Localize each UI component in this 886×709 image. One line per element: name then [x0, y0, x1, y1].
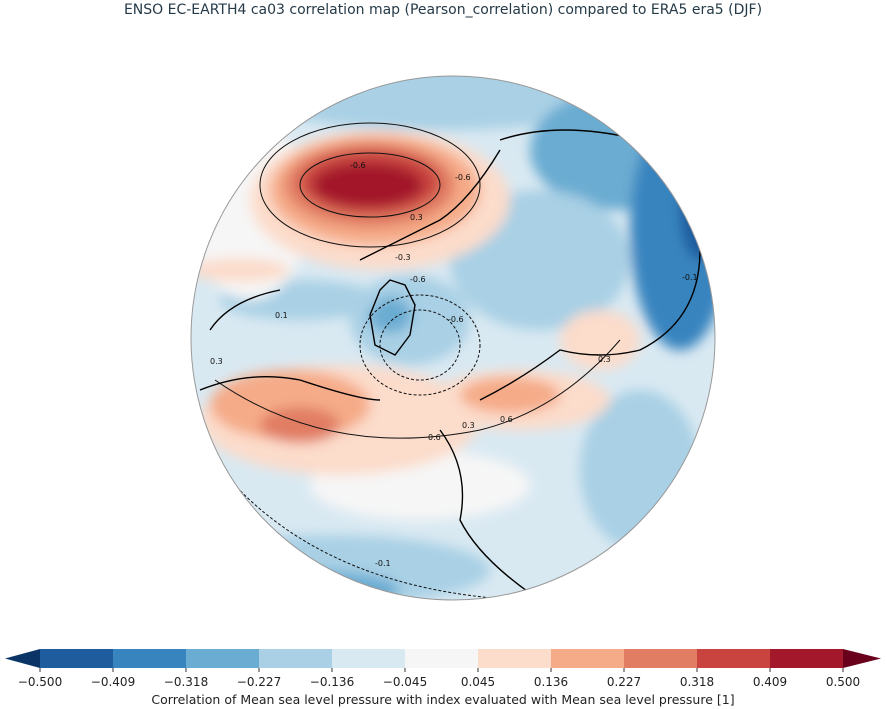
plot-title: ENSO EC-EARTH4 ca03 correlation map (Pea… — [123, 2, 763, 18]
colorbar-tick-label: 0.136 — [533, 675, 569, 689]
contour-label: -0.3 — [395, 253, 411, 262]
colorbar-segment — [697, 649, 771, 668]
colorbar-segment — [113, 649, 187, 668]
contour-label: -0.1 — [375, 559, 391, 568]
colorbar-tick-label: 0.318 — [679, 675, 715, 689]
contour-label: 0.6 — [500, 415, 513, 424]
contour-label-group: -0.6 -0.6 0.3 -0.3 -0.6 -0.6 0.3 0.6 0.3… — [210, 161, 698, 568]
colorbar-tick-label: 0.409 — [752, 675, 788, 689]
colorbar-label: Correlation of Mean sea level pressure w… — [151, 692, 735, 707]
colorbar-segment — [332, 649, 406, 668]
colorbar-tick-label: 0.227 — [606, 675, 642, 689]
contour-label: -0.6 — [448, 315, 464, 324]
correlation-field — [191, 76, 715, 600]
contour-label: -0.6 — [410, 275, 426, 284]
contour-lines — [214, 122, 621, 600]
colorbar-segment — [186, 649, 260, 668]
contour-label: 0.3 — [410, 213, 423, 222]
map-boundary — [190, 75, 716, 601]
colorbar-tick-label: −0.227 — [236, 675, 282, 689]
coastlines — [199, 129, 701, 600]
contour-label: 0.6 — [428, 433, 441, 442]
colorbar-segment — [551, 649, 625, 668]
colorbar-tick-label: −0.318 — [163, 675, 209, 689]
contour-label: -0.1 — [682, 273, 698, 282]
colorbar-tick-label: 0.500 — [825, 675, 861, 689]
colorbar-tick-label: −0.045 — [382, 675, 428, 689]
colorbar-under-arrow — [5, 649, 40, 668]
colorbar-tick-label: −0.136 — [309, 675, 355, 689]
colorbar — [5, 649, 881, 672]
polar-map: -0.6 -0.6 0.3 -0.3 -0.6 -0.6 0.3 0.6 0.3… — [190, 75, 716, 601]
colorbar-segment — [770, 649, 844, 668]
colorbar-segment — [478, 649, 552, 668]
contour-label: -0.6 — [455, 173, 471, 182]
colorbar-segment — [624, 649, 698, 668]
colorbar-over-arrow — [843, 649, 881, 668]
contour-label: 0.1 — [275, 311, 288, 320]
colorbar-segment — [405, 649, 479, 668]
contour-label: 0.3 — [462, 421, 475, 430]
colorbar-segment — [40, 649, 114, 668]
contour-label: 0.3 — [210, 357, 223, 366]
colorbar-tick-label: −0.500 — [17, 675, 63, 689]
contour-label: 0.3 — [598, 355, 611, 364]
colorbar-tick-label: −0.409 — [90, 675, 136, 689]
colorbar-tick-label: 0.045 — [460, 675, 496, 689]
contour-label: -0.6 — [350, 161, 366, 170]
colorbar-segment — [259, 649, 333, 668]
